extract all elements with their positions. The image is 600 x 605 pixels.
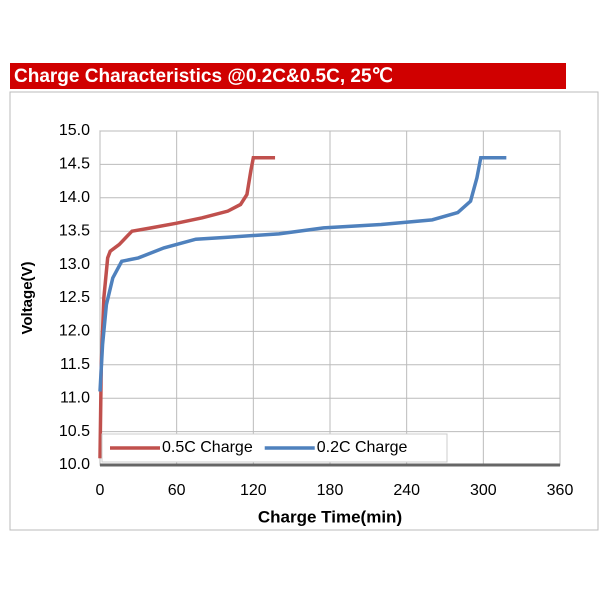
x-tick-label: 240 <box>393 482 420 499</box>
x-tick-label: 180 <box>317 482 344 499</box>
x-tick-label: 60 <box>168 482 186 499</box>
line-series <box>98 155 507 392</box>
y-tick-label: 12.5 <box>59 289 90 306</box>
y-tick-label: 13.0 <box>59 256 90 273</box>
x-axis-label: Charge Time(min) <box>258 507 402 526</box>
chart-title: Charge Characteristics @0.2C&0.5C, 25℃ <box>14 66 393 87</box>
line-series <box>98 155 276 459</box>
y-tick-label: 13.5 <box>59 222 90 239</box>
chart-frame <box>9 91 599 531</box>
x-tick-label: 300 <box>470 482 497 499</box>
legend-label: 0.2C Charge <box>317 439 408 456</box>
y-tick-label: 14.0 <box>59 189 90 206</box>
x-tick-label: 360 <box>547 482 574 499</box>
y-tick-label: 12.0 <box>59 323 90 340</box>
y-tick-label: 11.0 <box>60 389 90 406</box>
x-tick-label: 0 <box>96 482 105 499</box>
x-tick-label: 120 <box>240 482 267 499</box>
y-tick-label: 11.5 <box>60 356 90 373</box>
y-tick-label: 10.0 <box>59 456 90 473</box>
y-tick-label: 14.5 <box>59 156 90 173</box>
title-bar <box>10 63 566 89</box>
legend-label: 0.5C Charge <box>162 439 253 456</box>
y-axis-label: Voltage(V) <box>19 261 36 334</box>
y-tick-label: 10.5 <box>59 423 90 440</box>
y-tick-label: 15.0 <box>59 122 90 139</box>
